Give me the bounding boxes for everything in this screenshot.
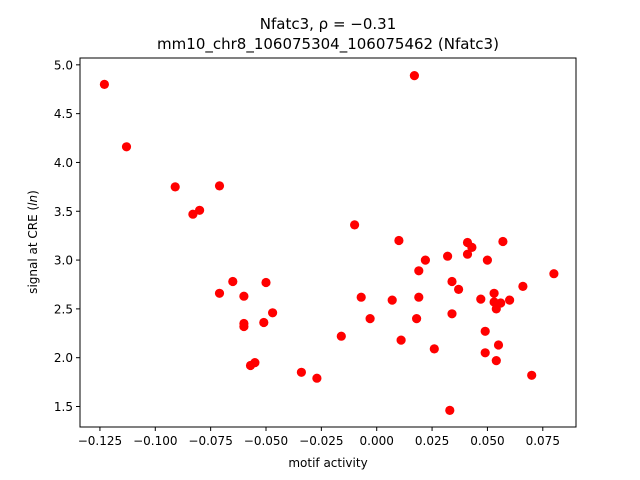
data-point-23: [394, 235, 404, 246]
data-point-27: [414, 266, 424, 276]
data-point-2: [170, 182, 180, 192]
data-point-14: [261, 277, 271, 288]
x-tick-label: −0.050: [244, 434, 288, 448]
data-points: [99, 71, 559, 415]
data-point-1: [121, 142, 132, 152]
x-tick-label: −0.025: [299, 434, 343, 448]
y-tick-label: 1.5: [54, 400, 73, 414]
chart-title-line1: Nfatc3, ρ = −0.31: [260, 15, 397, 33]
data-point-51: [518, 281, 528, 291]
data-point-20: [356, 292, 366, 302]
data-point-46: [491, 356, 501, 366]
data-point-40: [480, 326, 490, 336]
data-point-48: [496, 298, 506, 308]
data-point-6: [214, 288, 225, 298]
x-tick-label: 0.075: [526, 434, 560, 448]
chart-title-line2: mm10_chr8_106075304_106075462 (Nfatc3): [157, 35, 499, 54]
data-point-29: [420, 255, 430, 265]
data-point-4: [195, 205, 205, 215]
data-point-30: [429, 344, 439, 354]
x-tick-label: 0.025: [415, 434, 449, 448]
data-point-43: [489, 288, 499, 298]
data-point-15: [268, 308, 278, 318]
data-point-35: [454, 284, 464, 294]
plot-frame: [79, 57, 577, 428]
data-point-5: [214, 181, 225, 191]
data-point-28: [414, 292, 424, 302]
data-point-12: [250, 358, 260, 368]
data-point-0: [99, 79, 109, 89]
x-axis-label: motif activity: [288, 456, 367, 470]
data-point-13: [259, 317, 269, 328]
data-point-32: [445, 405, 455, 415]
data-point-16: [296, 367, 306, 377]
data-point-39: [476, 294, 486, 304]
data-point-26: [412, 314, 422, 324]
data-point-17: [312, 373, 322, 383]
data-point-24: [396, 335, 406, 345]
data-point-19: [350, 220, 360, 230]
x-tick-label: −0.125: [78, 434, 122, 448]
data-point-42: [482, 255, 492, 265]
data-point-22: [387, 295, 397, 305]
data-point-10: [239, 321, 249, 332]
data-point-8: [239, 291, 249, 301]
x-tick-label: −0.100: [133, 434, 177, 448]
y-tick-label: 2.5: [54, 302, 73, 316]
y-tick-label: 5.0: [54, 58, 73, 72]
x-tick-label: 0.050: [470, 434, 504, 448]
data-point-41: [480, 348, 490, 358]
data-point-50: [505, 295, 515, 305]
data-point-3: [188, 209, 198, 219]
data-point-52: [527, 370, 537, 380]
x-tick-label: 0.000: [360, 434, 394, 448]
data-point-31: [443, 251, 453, 261]
x-tick-label: −0.075: [188, 434, 232, 448]
y-axis-label: signal at CRE (ln): [26, 190, 40, 294]
data-point-37: [462, 249, 473, 259]
data-point-49: [498, 236, 508, 247]
x-axis-ticks: −0.125 −0.100 −0.075 −0.050 −0.025 0.000 0.025…: [78, 427, 560, 448]
y-tick-label: 4.5: [54, 107, 73, 121]
data-point-33: [447, 276, 457, 287]
data-point-25: [409, 71, 419, 81]
y-axis-ticks: 1.5 2.0 2.5 3.0 3.5 4.0 4.5 5.0: [54, 58, 80, 414]
data-point-53: [549, 269, 559, 279]
data-point-7: [228, 276, 238, 287]
data-point-21: [365, 314, 375, 324]
y-tick-label: 3.0: [54, 254, 73, 268]
y-tick-label: 4.0: [54, 156, 73, 170]
data-point-18: [336, 331, 346, 341]
data-point-47: [493, 340, 504, 350]
y-tick-label: 2.0: [54, 351, 73, 365]
y-tick-label: 3.5: [54, 205, 73, 219]
data-point-34: [447, 309, 457, 319]
data-point-38: [467, 242, 477, 252]
